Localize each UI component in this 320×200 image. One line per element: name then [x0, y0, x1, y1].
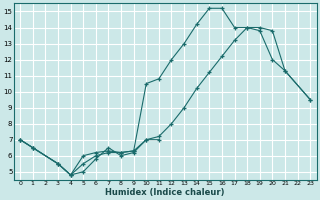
X-axis label: Humidex (Indice chaleur): Humidex (Indice chaleur)	[106, 188, 225, 197]
